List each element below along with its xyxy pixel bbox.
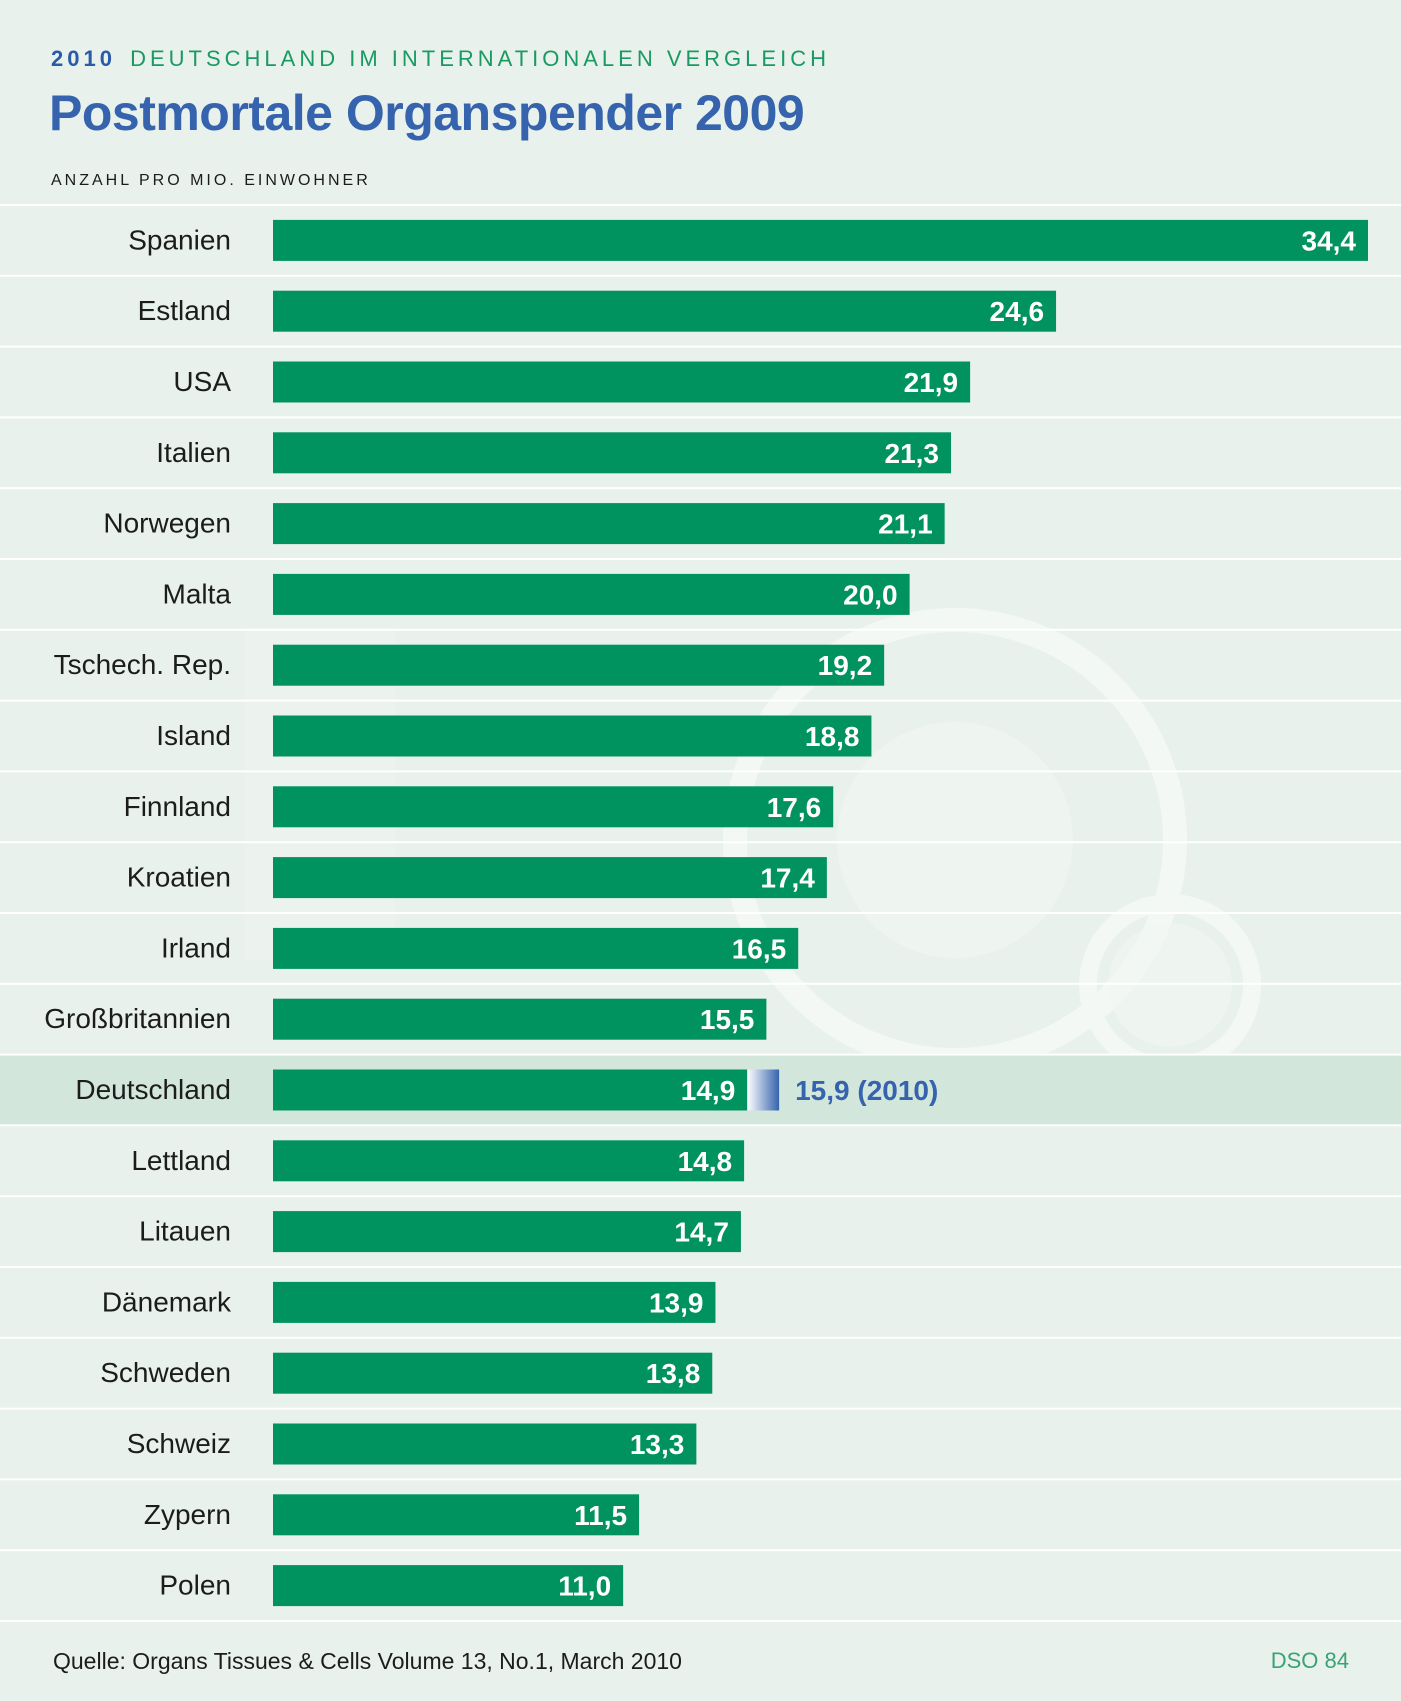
bar-value-label: 20,0 bbox=[843, 579, 898, 610]
bar-value-label: 16,5 bbox=[732, 933, 787, 964]
category-label: Kroatien bbox=[127, 862, 231, 893]
bar-value-label: 24,6 bbox=[990, 296, 1045, 327]
kicker-year: 2010 bbox=[51, 46, 116, 71]
bar bbox=[273, 1565, 624, 1607]
bar-value-label: 14,8 bbox=[678, 1146, 733, 1177]
source-note: Quelle: Organs Tissues & Cells Volume 13… bbox=[53, 1648, 682, 1674]
category-label: Großbritannien bbox=[44, 1003, 231, 1034]
bar bbox=[273, 715, 872, 757]
bar-extension-2010 bbox=[747, 1069, 780, 1111]
bar bbox=[273, 1211, 741, 1253]
bar bbox=[273, 361, 971, 403]
category-label: Irland bbox=[161, 932, 231, 963]
bar-value-label: 13,9 bbox=[649, 1287, 704, 1318]
bar bbox=[273, 219, 1368, 261]
bar bbox=[273, 432, 952, 474]
bar bbox=[273, 998, 767, 1040]
bar bbox=[273, 1069, 748, 1111]
category-label: Lettland bbox=[131, 1145, 231, 1176]
bar-value-label: 21,9 bbox=[904, 367, 959, 398]
category-label: USA bbox=[173, 366, 231, 397]
bar bbox=[273, 1423, 697, 1465]
bar-value-label: 18,8 bbox=[805, 721, 860, 752]
category-label: Dänemark bbox=[102, 1286, 232, 1317]
bar bbox=[273, 1140, 745, 1182]
bar bbox=[273, 1281, 716, 1323]
category-label: Norwegen bbox=[103, 508, 231, 539]
chart-title: Postmortale Organspender 2009 bbox=[49, 85, 805, 141]
bar-value-label: 11,0 bbox=[558, 1571, 611, 1602]
category-label: Italien bbox=[156, 437, 231, 468]
category-label: Litauen bbox=[139, 1216, 231, 1247]
category-label: Finnland bbox=[124, 791, 231, 822]
bar bbox=[273, 927, 799, 969]
bar-value-label: 14,9 bbox=[681, 1075, 736, 1106]
bar-value-label: 17,6 bbox=[767, 792, 822, 823]
bar bbox=[273, 644, 885, 686]
category-label: Estland bbox=[138, 295, 231, 326]
bar-value-label: 11,5 bbox=[574, 1500, 627, 1531]
category-label: Tschech. Rep. bbox=[54, 649, 231, 680]
bar bbox=[273, 786, 834, 828]
bar-value-label: 19,2 bbox=[818, 650, 873, 681]
category-label: Schweiz bbox=[127, 1428, 231, 1459]
bar-value-label: 21,1 bbox=[878, 509, 933, 540]
category-label: Spanien bbox=[128, 224, 231, 255]
kicker: 2010 DEUTSCHLAND IM INTERNATIONALEN VERG… bbox=[51, 46, 830, 72]
bar bbox=[273, 1494, 640, 1536]
category-label: Schweden bbox=[100, 1357, 231, 1388]
bar bbox=[273, 290, 1057, 332]
category-label: Deutschland bbox=[75, 1074, 231, 1105]
bar-value-label: 21,3 bbox=[885, 438, 940, 469]
bar-value-label: 15,5 bbox=[700, 1004, 755, 1035]
bar-value-label: 13,3 bbox=[630, 1429, 685, 1460]
category-label: Zypern bbox=[144, 1499, 231, 1530]
kicker-text: DEUTSCHLAND IM INTERNATIONALEN VERGLEICH bbox=[130, 46, 830, 71]
bar-value-label: 13,8 bbox=[646, 1358, 701, 1389]
bar-value-label: 34,4 bbox=[1302, 225, 1357, 256]
bar-value-label: 17,4 bbox=[760, 863, 815, 894]
chart-subtitle: ANZAHL PRO MIO. EINWOHNER bbox=[51, 172, 371, 189]
extension-value-label: 15,9 (2010) bbox=[795, 1075, 938, 1106]
category-label: Island bbox=[156, 720, 231, 751]
bar bbox=[273, 503, 945, 545]
figure-code: DSO 84 bbox=[1270, 1648, 1349, 1673]
bar bbox=[273, 573, 910, 615]
category-label: Malta bbox=[163, 578, 232, 609]
category-label: Polen bbox=[159, 1570, 231, 1601]
bar-value-label: 14,7 bbox=[674, 1217, 729, 1248]
bar bbox=[273, 1352, 713, 1394]
bar bbox=[273, 857, 827, 899]
